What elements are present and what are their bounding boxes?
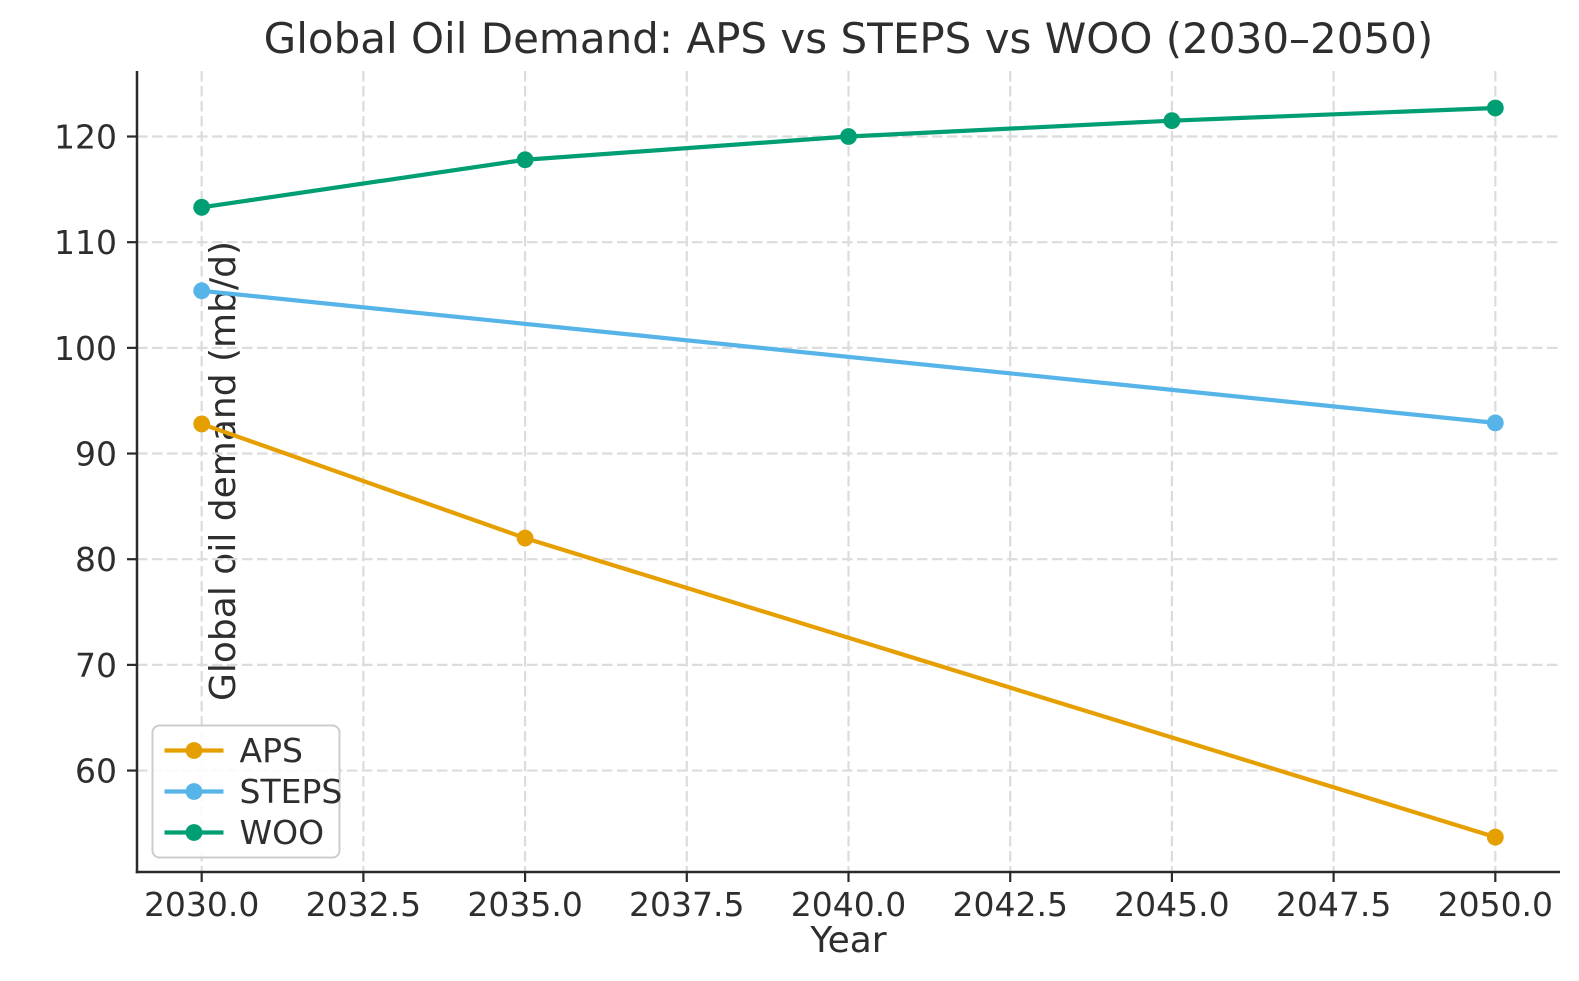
data-point-woo	[193, 198, 211, 216]
legend-item-steps: STEPS	[164, 772, 343, 811]
data-point-woo	[1163, 112, 1181, 130]
legend-box	[151, 724, 341, 859]
data-point-woo	[516, 151, 534, 169]
x-tick-label: 2050.0	[1438, 885, 1553, 924]
y-tick-label: 60	[75, 752, 117, 791]
y-tick-label: 110	[54, 223, 117, 262]
legend-marker	[185, 783, 203, 800]
legend-item-aps: APS	[164, 731, 303, 770]
legend-label: WOO	[240, 813, 325, 852]
x-tick-label: 2030.0	[144, 885, 259, 924]
data-point-woo	[1486, 99, 1504, 117]
y-tick-label: 80	[75, 540, 117, 579]
data-point-aps	[193, 415, 211, 433]
axis-ticks: 2030.0 2032.5 2035.0 2037.5 2040.0 2042.5 2045…	[54, 118, 1553, 924]
legend-marker	[185, 742, 203, 759]
x-tick-label: 2032.5	[306, 885, 421, 924]
series-woo	[193, 99, 1504, 216]
legend-marker	[185, 824, 203, 841]
x-tick-label: 2042.5	[952, 885, 1067, 924]
series-line-steps	[199, 288, 1498, 425]
x-tick-label: 2040.0	[791, 885, 906, 924]
data-point-woo	[840, 128, 857, 145]
data-point-steps	[1486, 414, 1504, 432]
y-tick-label: 70	[75, 646, 117, 685]
legend-label: STEPS	[240, 772, 343, 811]
x-tick-label: 2037.5	[629, 885, 744, 924]
legend-label: APS	[240, 731, 303, 770]
x-axis-label: Year	[810, 920, 887, 961]
data-point-steps	[193, 282, 211, 300]
y-tick-label: 90	[75, 435, 117, 474]
legend-item-woo: WOO	[164, 813, 325, 852]
series-steps	[193, 282, 1504, 432]
series-aps	[193, 415, 1504, 846]
y-tick-label: 120	[54, 118, 117, 157]
chart-title: Global Oil Demand: APS vs STEPS vs WOO (…	[263, 14, 1434, 63]
y-tick-label: 100	[54, 329, 117, 368]
x-tick-label: 2047.5	[1276, 885, 1391, 924]
x-tick-label: 2035.0	[467, 885, 582, 924]
x-tick-label: 2045.0	[1114, 885, 1229, 924]
gridlines	[137, 71, 1560, 872]
data-point-aps	[516, 529, 534, 547]
data-point-aps	[1486, 828, 1504, 846]
